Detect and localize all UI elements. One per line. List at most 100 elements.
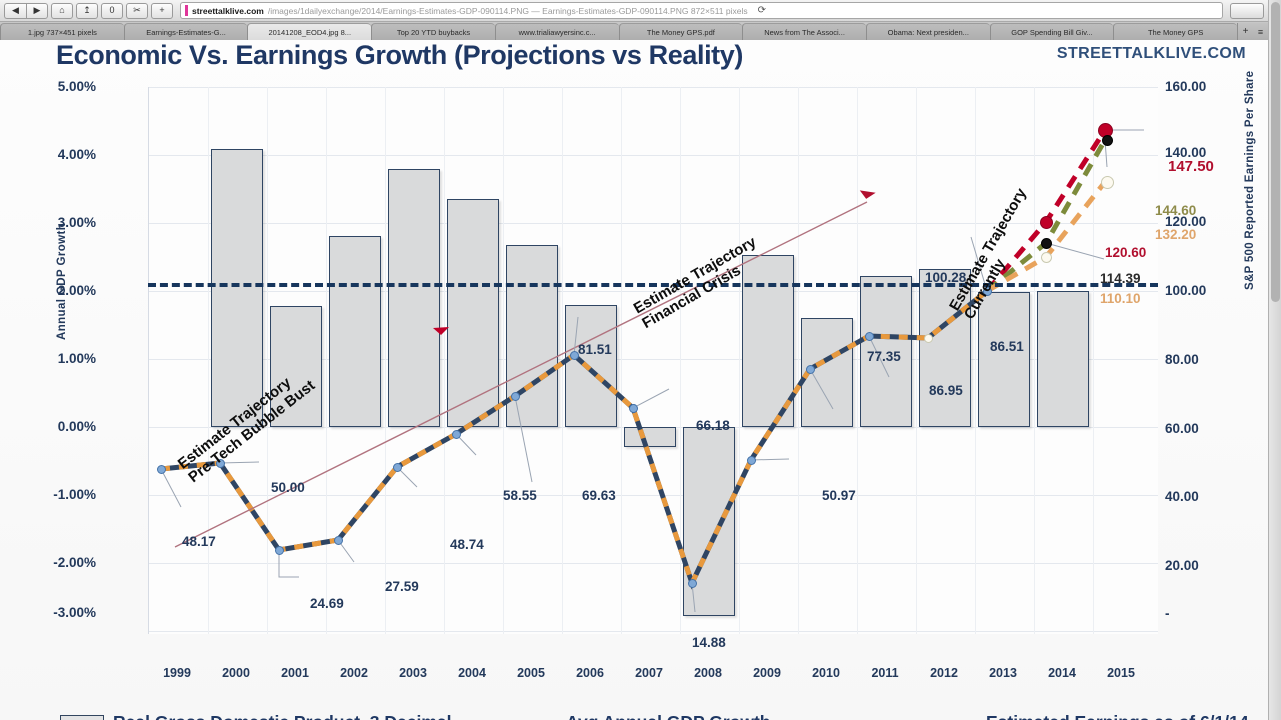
y-tick-right-8: -: [1165, 606, 1170, 621]
data-label-2009: 50.97: [822, 488, 856, 503]
tab-0[interactable]: 1.jpg 737×451 pixels: [0, 23, 124, 40]
y-tick-left-8: -3.00%: [53, 605, 96, 620]
y-tick-right-6: 40.00: [1165, 489, 1199, 504]
data-label-2014-tan: 110.10: [1100, 291, 1141, 306]
tab-label: Top 20 YTD buybacks: [396, 27, 471, 37]
leader-48-17: [160, 468, 182, 508]
scrollbar-thumb[interactable]: [1271, 2, 1280, 302]
legend-label: Real Gross Domestic Product, 3 Decimal: [113, 712, 451, 720]
gridline: [857, 87, 858, 634]
point-marker-2000: [215, 458, 225, 468]
bar-2003: [388, 169, 440, 427]
x-tick-2006: 2006: [576, 666, 604, 680]
tab-overview-icon[interactable]: ≡: [1253, 23, 1269, 40]
estimate-marker-2014-tan: [1040, 251, 1052, 263]
address-bar[interactable]: streettalklive.com /images/1dailyexchang…: [180, 2, 1223, 19]
share-icon[interactable]: ↥: [76, 2, 98, 19]
reader-button[interactable]: [1230, 2, 1264, 19]
y-tick-left-7: -2.00%: [53, 555, 96, 570]
gridline: [621, 87, 622, 634]
x-tick-2009: 2009: [753, 666, 781, 680]
gridline: [739, 87, 740, 634]
tab-5[interactable]: The Money GPS.pdf: [618, 23, 743, 40]
point-marker-2001: [274, 545, 284, 555]
y-tick-right-4: 80.00: [1165, 352, 1199, 367]
x-tick-2004: 2004: [458, 666, 486, 680]
data-label-2006: 81.51: [578, 342, 612, 357]
y-tick-right-3: 100.00: [1165, 283, 1207, 298]
point-marker-2005: [510, 391, 520, 401]
y-tick-left-2: 3.00%: [57, 215, 96, 230]
estimate-marker-2015-tan: [1100, 175, 1114, 189]
reload-icon[interactable]: ⟳: [757, 5, 766, 16]
point-marker-2010: [805, 364, 815, 374]
add-bookmark-button[interactable]: +: [151, 2, 173, 19]
data-label-2007: 66.18: [696, 418, 730, 433]
legend-label: Avg Annual GDP Growth: [566, 712, 771, 720]
legend-item-gdp: Real Gross Domestic Product, 3 Decimal: [60, 712, 515, 720]
point-marker-1999: [156, 464, 166, 474]
vertical-scrollbar[interactable]: [1268, 0, 1281, 720]
tab-label: www.trialiawyersinc.c...: [518, 27, 596, 37]
data-label-2014-red: 120.60: [1105, 245, 1147, 260]
gridline: [562, 87, 563, 634]
tab-2[interactable]: 20141208_EOD4.jpg 8...: [247, 23, 372, 40]
gridline: [798, 87, 799, 634]
adblock-icon[interactable]: 0: [101, 2, 123, 19]
gridline: [149, 563, 1158, 564]
y-tick-left-0: 5.00%: [57, 79, 96, 94]
x-tick-1999: 1999: [163, 666, 191, 680]
x-tick-2010: 2010: [812, 666, 840, 680]
x-tick-2001: 2001: [281, 666, 309, 680]
x-tick-2012: 2012: [930, 666, 958, 680]
bar-2004: [447, 199, 499, 427]
bar-2008: [683, 427, 735, 616]
clip-icon[interactable]: ✂: [126, 2, 148, 19]
point-marker-2003: [392, 462, 402, 472]
data-label-2002: 27.59: [385, 579, 419, 594]
gridline: [1093, 87, 1094, 634]
chart-legend: Real Gross Domestic Product, 3 Decimal A…: [60, 706, 1260, 720]
url-path: /images/1dailyexchange/2014/Earnings-Est…: [267, 5, 748, 16]
gridline: [149, 87, 1158, 88]
leader-114-39: [1045, 242, 1105, 260]
data-label-2014-olive: 114.39: [1100, 271, 1141, 286]
tab-3[interactable]: Top 20 YTD buybacks: [371, 23, 495, 40]
y-tick-left-1: 4.00%: [57, 147, 96, 162]
gridline: [916, 87, 917, 634]
bar-2002: [329, 236, 381, 427]
y-tick-right-0: 160.00: [1165, 79, 1207, 94]
home-icon[interactable]: ⌂: [51, 2, 73, 19]
x-tick-2002: 2002: [340, 666, 368, 680]
tab-1[interactable]: Earnings-Estimates-G...: [123, 23, 248, 40]
x-tick-2015: 2015: [1107, 666, 1135, 680]
data-label-2015-olive: 144.60: [1155, 203, 1197, 218]
estimate-marker-2015-olive: [1101, 134, 1113, 146]
toolbar-right-group: [1230, 2, 1264, 19]
chart-title: Economic Vs. Earnings Growth (Projection…: [56, 40, 743, 70]
data-label-2012: 86.95: [929, 383, 963, 398]
data-label-2005: 69.63: [582, 488, 616, 503]
nav-buttons: ◀ ▶: [4, 2, 48, 19]
tab-9[interactable]: The Money GPS: [1113, 23, 1238, 40]
gridline: [975, 87, 976, 634]
tab-8[interactable]: GOP Spending Bill Giv...: [989, 23, 1114, 40]
y-axis-left-label: Annual GDP Growth: [56, 222, 68, 340]
bar-2013: [978, 292, 1030, 427]
bar-2006: [565, 305, 617, 427]
point-marker-2008: [687, 578, 697, 588]
y-tick-left-6: -1.00%: [53, 487, 96, 502]
tab-7[interactable]: Obama: Next presiden...: [865, 23, 990, 40]
tab-bar: 1.jpg 737×451 pixels Earnings-Estimates-…: [0, 22, 1269, 40]
data-label-2015-tan: 132.20: [1155, 227, 1197, 242]
tab-6[interactable]: News from The Associ...: [742, 23, 866, 40]
forward-button[interactable]: ▶: [26, 2, 48, 19]
tab-4[interactable]: www.trialiawyersinc.c...: [494, 23, 619, 40]
bar-2014: [1037, 291, 1089, 427]
back-button[interactable]: ◀: [4, 2, 26, 19]
new-tab-button[interactable]: +: [1237, 23, 1254, 40]
brand-watermark: STREETTALKLIVE.COM: [1056, 45, 1246, 62]
y-tick-right-5: 60.00: [1165, 421, 1199, 436]
data-label-1999: 48.17: [182, 534, 216, 549]
plot-area: [148, 87, 1158, 634]
